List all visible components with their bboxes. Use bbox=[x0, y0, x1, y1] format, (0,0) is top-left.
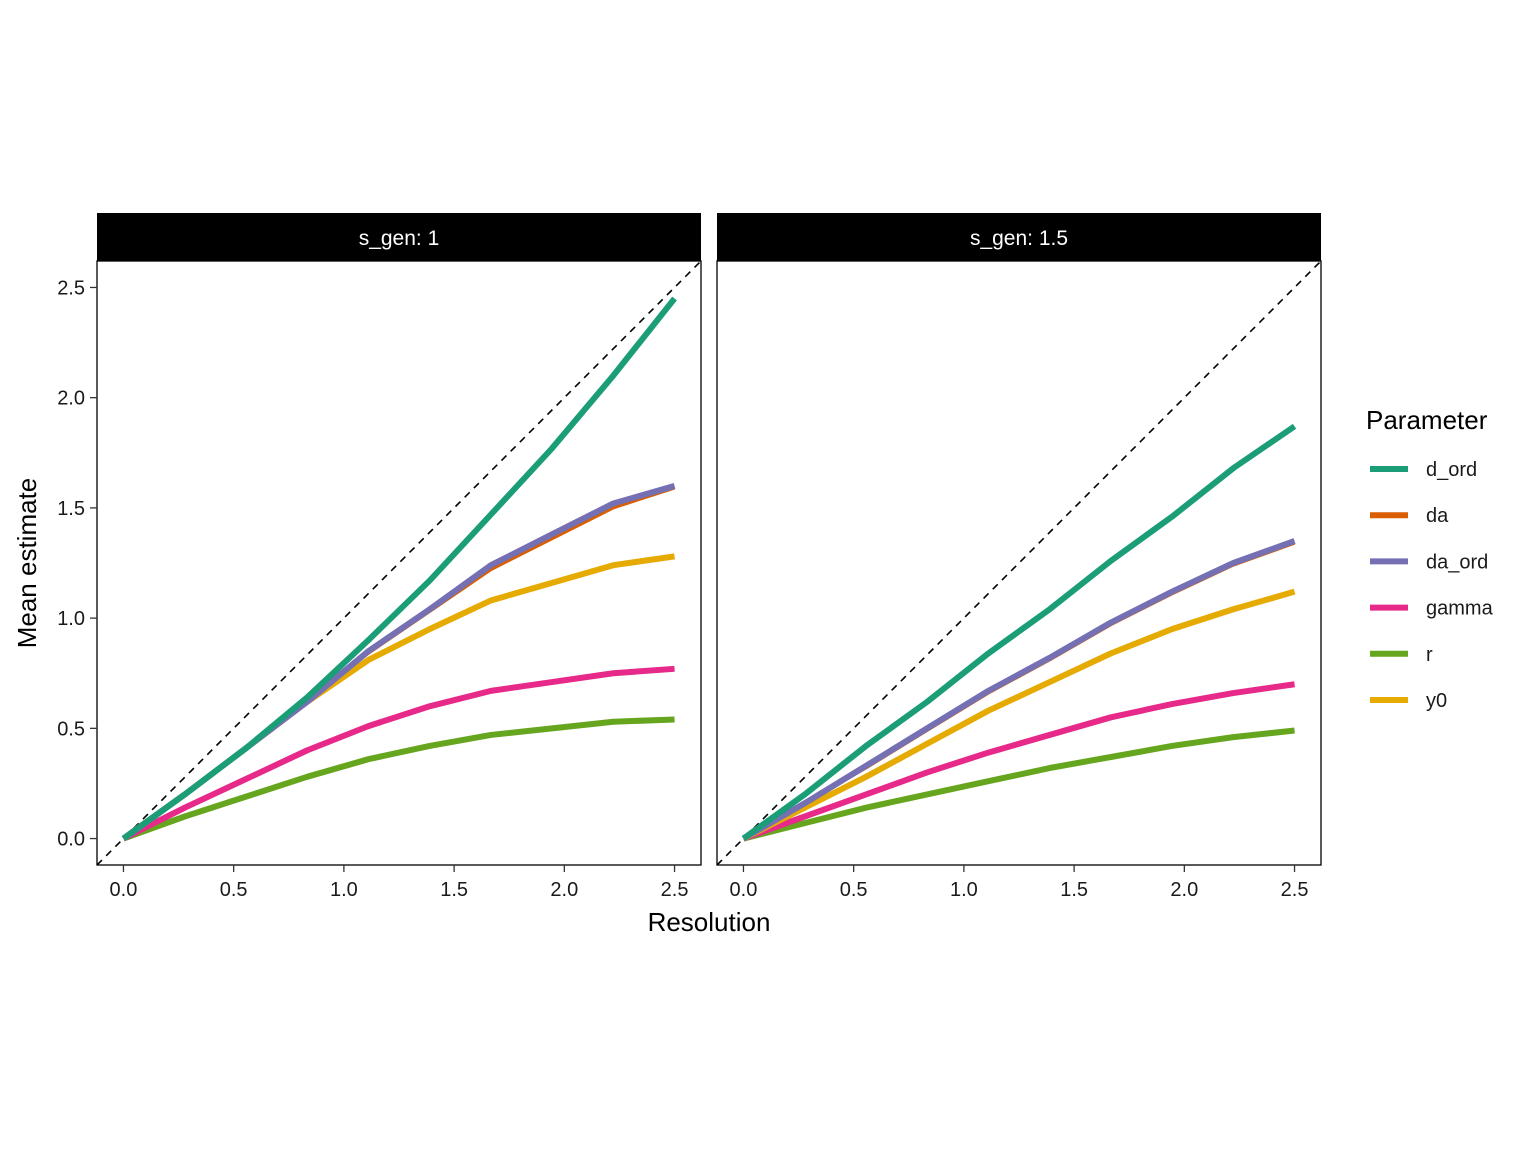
x-tick-label: 1.0 bbox=[330, 879, 358, 901]
legend-item-r: r bbox=[1370, 644, 1433, 666]
x-tick-label: 2.5 bbox=[1281, 879, 1309, 901]
series-line-gamma bbox=[742, 681, 1295, 842]
legend-item-y0: y0 bbox=[1370, 690, 1447, 712]
y-tick-label: 2.0 bbox=[57, 388, 85, 410]
legend-label-r: r bbox=[1426, 644, 1433, 666]
legend-item-da: da bbox=[1370, 505, 1449, 527]
legend-title: Parameter bbox=[1366, 405, 1488, 435]
x-tick-label: 1.5 bbox=[440, 879, 468, 901]
y-tick-label: 0.5 bbox=[57, 718, 85, 740]
facet-strip bbox=[717, 213, 1321, 261]
y-tick-label: 1.5 bbox=[57, 498, 85, 520]
legend-label-gamma: gamma bbox=[1426, 598, 1494, 620]
x-tick-label: 0.5 bbox=[220, 879, 248, 901]
panels: s_gen: 1 0.0 0.5 1.0 1.5 2.0 2.5 0.0 0.5 1.0 1.5 2.… bbox=[57, 213, 1322, 901]
panel-2: s_gen: 1.5 0.0 0.5 1.0 1.5 2.0 2.5 bbox=[716, 213, 1322, 901]
x-tick-label: 2.5 bbox=[661, 879, 689, 901]
panel-1: s_gen: 1 0.0 0.5 1.0 1.5 2.0 2.5 0.0 0.5 1.0 1.5 2.… bbox=[57, 213, 702, 901]
legend-label-d_ord: d_ord bbox=[1426, 459, 1477, 481]
series-line-r bbox=[742, 727, 1295, 842]
series-line-d_ord bbox=[121, 296, 677, 841]
y-tick-label: 2.5 bbox=[57, 277, 85, 299]
series-line-da bbox=[122, 486, 676, 840]
panel-border bbox=[716, 260, 1322, 866]
y-axis-title: Mean estimate bbox=[12, 478, 42, 649]
panel-border bbox=[96, 260, 702, 866]
x-tick-label: 2.0 bbox=[550, 879, 578, 901]
x-tick-label: 0.0 bbox=[110, 879, 138, 901]
legend-item-gamma: gamma bbox=[1370, 598, 1494, 620]
legend-label-da: da bbox=[1426, 505, 1449, 527]
series-line-r bbox=[122, 716, 675, 842]
legend-item-da_ord: da_ord bbox=[1370, 551, 1488, 573]
legend-label-da_ord: da_ord bbox=[1426, 551, 1488, 573]
facet-strip-label: s_gen: 1 bbox=[359, 227, 440, 250]
legend-label-y0: y0 bbox=[1426, 690, 1447, 712]
series-line-d_ord bbox=[741, 423, 1297, 841]
series-line-gamma bbox=[122, 665, 675, 842]
facet-strip bbox=[97, 213, 701, 261]
y-tick-label: 1.0 bbox=[57, 608, 85, 630]
x-tick-label: 0.0 bbox=[730, 879, 758, 901]
x-axis-title: Resolution bbox=[648, 907, 771, 937]
series-line-y0 bbox=[742, 588, 1296, 842]
facet-strip-label: s_gen: 1.5 bbox=[970, 227, 1068, 250]
x-tick-label: 2.0 bbox=[1170, 879, 1198, 901]
series-lines bbox=[741, 423, 1297, 842]
x-tick-label: 0.5 bbox=[840, 879, 868, 901]
x-tick-label: 1.5 bbox=[1060, 879, 1088, 901]
x-tick-label: 1.0 bbox=[950, 879, 978, 901]
series-line-da_ord bbox=[741, 538, 1296, 842]
series-lines bbox=[121, 296, 677, 842]
y-tick-label: 0.0 bbox=[57, 829, 85, 851]
series-line-da_ord bbox=[121, 482, 676, 841]
legend-item-d_ord: d_ord bbox=[1370, 459, 1477, 481]
